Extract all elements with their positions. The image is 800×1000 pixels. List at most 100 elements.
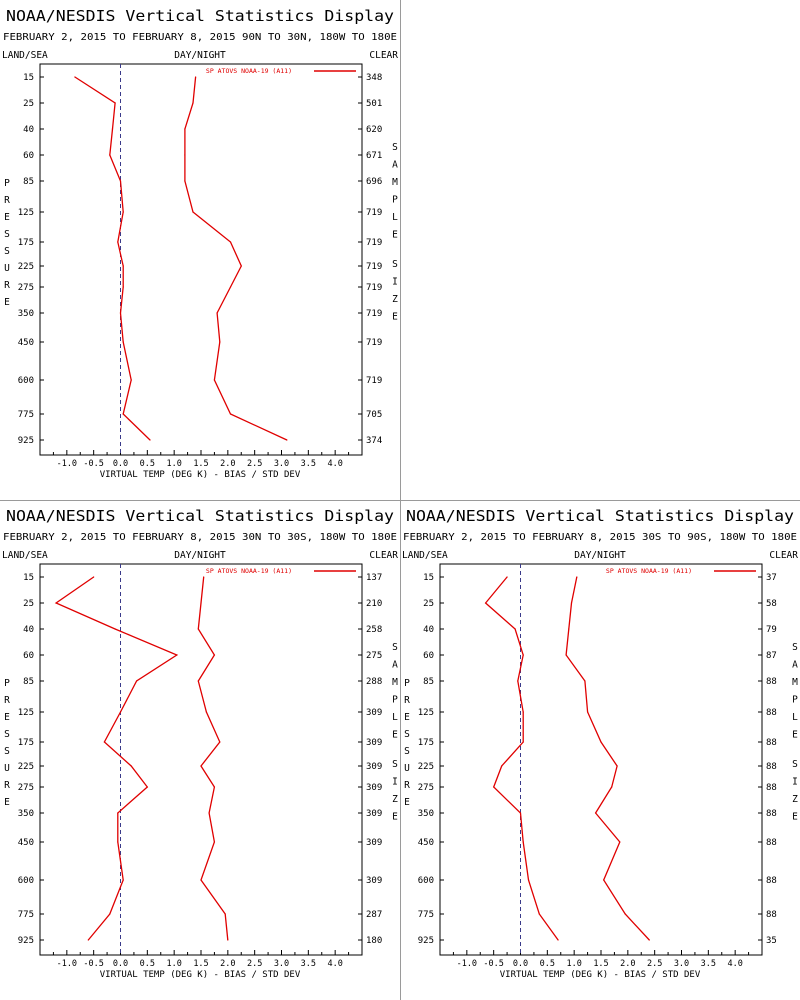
plot-frame	[39, 563, 363, 956]
x-tick-label: 2.0	[620, 959, 635, 969]
std_dev-point	[240, 265, 242, 267]
std_dev-point	[616, 765, 618, 767]
pressure-tick-label: 350	[18, 809, 34, 819]
bias-point	[485, 602, 487, 604]
bias-point	[176, 654, 178, 656]
x-tick-label: 2.5	[647, 959, 662, 969]
std_dev-point	[565, 654, 567, 656]
pressure-tick-label: 275	[418, 783, 434, 793]
std_dev-line	[184, 76, 288, 441]
pressure-tick-label: 775	[418, 910, 434, 920]
bias-point	[122, 341, 124, 343]
bias-point	[114, 628, 116, 630]
sample-size-label: 288	[366, 677, 382, 687]
sample-size-label: 88	[766, 838, 777, 848]
pressure-axis-letter: S	[4, 729, 10, 740]
std_dev-point	[586, 711, 589, 713]
sample-size-axis-letter: E	[392, 812, 398, 823]
bias-point	[557, 939, 559, 941]
std_dev-point	[213, 379, 216, 381]
sample-size-label: 501	[366, 99, 382, 109]
pressure-tick-label: 125	[18, 708, 34, 718]
std_dev-point	[184, 180, 186, 182]
bias-point	[109, 154, 111, 156]
x-tick-label: 4.0	[327, 459, 342, 469]
std_dev-point	[229, 241, 232, 243]
sample-size-label: 87	[766, 651, 777, 661]
pressure-axis-letter: E	[404, 797, 410, 808]
pressure-axis-letter: U	[4, 763, 10, 774]
day-night-label: DAY/NIGHT	[174, 550, 226, 561]
std_dev-point	[595, 812, 597, 814]
plot-frame	[439, 563, 763, 956]
std_dev-point	[619, 841, 621, 843]
pressure-tick-label: 25	[23, 99, 34, 109]
sample-size-axis-letter: S	[392, 642, 398, 653]
x-tick-label: 3.0	[274, 959, 289, 969]
sample-size-label: 88	[766, 910, 777, 920]
pressure-tick-label: 600	[18, 876, 34, 886]
pressure-tick-label: 15	[23, 573, 34, 583]
sample-size-label: 88	[766, 708, 777, 718]
bias-point	[522, 654, 524, 656]
sample-size-label: 719	[366, 283, 382, 293]
std_dev-point	[213, 786, 216, 788]
std_dev-point	[192, 102, 194, 104]
std_dev-point	[216, 312, 218, 314]
pressure-tick-label: 85	[23, 177, 34, 187]
x-tick-label: 1.5	[593, 959, 608, 969]
std_dev-point	[611, 786, 613, 788]
sample-size-axis-letter: A	[792, 660, 798, 671]
sample-size-axis-letter: L	[792, 712, 798, 723]
pressure-axis-letter: E	[404, 712, 410, 723]
sample-size-axis-letter: P	[792, 695, 798, 706]
bias-point	[122, 879, 124, 881]
sample-size-axis-letter: Z	[392, 294, 398, 305]
std_dev-point	[568, 628, 570, 630]
std_dev-point	[584, 680, 586, 682]
sample-size-label: 719	[366, 338, 382, 348]
std_dev-point	[213, 654, 216, 656]
pressure-tick-label: 175	[18, 738, 34, 748]
x-tick-label: 0.5	[140, 959, 155, 969]
pressure-tick-label: 350	[18, 309, 34, 319]
sample-size-axis-letter: S	[392, 142, 398, 153]
sample-size-label: 719	[366, 238, 382, 248]
sample-size-axis-letter: A	[392, 660, 398, 671]
pressure-axis-letter: R	[4, 195, 10, 206]
std_dev-point	[184, 154, 186, 156]
sample-size-label: 719	[366, 376, 382, 386]
pressure-tick-label: 350	[418, 809, 434, 819]
legend-label: SP ATOVS NOAA-19 (A11)	[606, 567, 692, 575]
pressure-tick-label: 15	[423, 573, 434, 583]
sample-size-label: 705	[366, 410, 382, 420]
panel-title: NOAA/NESDIS Vertical Statistics Display	[406, 507, 794, 525]
pressure-tick-label: 775	[18, 910, 34, 920]
sample-size-axis-letter: I	[392, 777, 398, 788]
bias-point	[114, 102, 116, 104]
std_dev-point	[286, 439, 288, 441]
panel-title: NOAA/NESDIS Vertical Statistics Display	[6, 507, 394, 525]
day-night-label: DAY/NIGHT	[174, 50, 226, 61]
std_dev-point	[576, 576, 578, 578]
pressure-axis-letter: U	[404, 763, 410, 774]
bias-point	[119, 312, 122, 314]
std_dev-point	[203, 576, 205, 578]
pressure-tick-label: 60	[23, 151, 34, 161]
bias-point	[522, 741, 524, 743]
pressure-tick-label: 40	[423, 625, 434, 635]
std_dev-point	[570, 602, 573, 604]
pressure-axis-letter: S	[4, 246, 10, 257]
sample-size-label: 309	[366, 708, 382, 718]
std_dev-point	[648, 939, 650, 941]
clear-label: CLEAR	[769, 550, 798, 561]
sample-size-label: 210	[366, 599, 382, 609]
sample-size-axis-letter: S	[792, 642, 798, 653]
x-tick-label: 1.5	[193, 959, 208, 969]
std_dev-point	[205, 711, 207, 713]
pressure-axis-letter: P	[404, 678, 410, 689]
sample-size-label: 309	[366, 838, 382, 848]
pressure-axis-letter: E	[4, 212, 10, 223]
pressure-tick-label: 25	[23, 599, 34, 609]
pressure-axis-letter: R	[4, 280, 10, 291]
